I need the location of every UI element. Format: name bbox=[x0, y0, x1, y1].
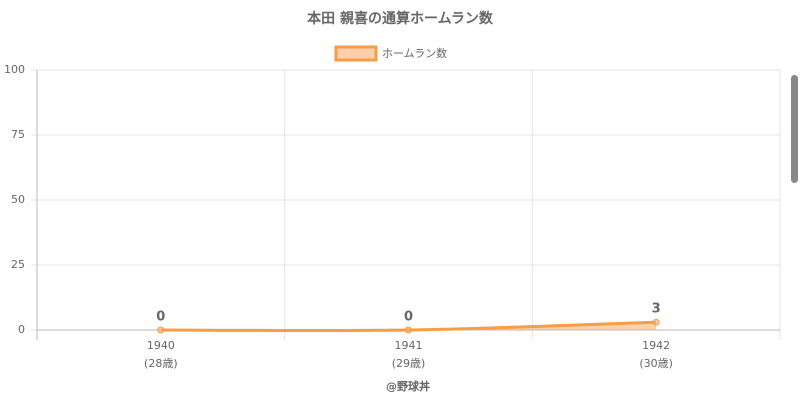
point bbox=[405, 326, 412, 334]
y-tick-label: 25 bbox=[11, 258, 25, 271]
data-label: 3 bbox=[652, 302, 661, 317]
x-tick-label: 1940 bbox=[147, 339, 175, 352]
y-tick-label: 100 bbox=[4, 63, 25, 76]
x-tick-sublabel: (28歳) bbox=[144, 357, 178, 370]
x-tick-sublabel: (30歳) bbox=[639, 357, 673, 370]
chart-title: 本田 親喜の通算ホームラン数 bbox=[307, 10, 494, 27]
point bbox=[157, 326, 165, 334]
data-label: 0 bbox=[156, 310, 165, 325]
y-tick-label: 50 bbox=[11, 193, 25, 206]
area bbox=[160, 322, 657, 331]
y-tick-label: 75 bbox=[11, 128, 25, 141]
legend-swatch bbox=[334, 45, 378, 62]
x-tick-sublabel: (29歳) bbox=[392, 357, 426, 370]
y-tick-label: 0 bbox=[18, 323, 25, 336]
legend-label: ホームラン数 bbox=[382, 47, 447, 60]
x-tick-label: 1941 bbox=[395, 339, 423, 352]
x-axis-label: @野球丼 bbox=[386, 379, 430, 393]
point bbox=[652, 318, 660, 326]
x-tick-label: 1942 bbox=[642, 339, 670, 352]
data-label: 0 bbox=[404, 310, 413, 325]
scrollbar[interactable] bbox=[791, 75, 798, 183]
